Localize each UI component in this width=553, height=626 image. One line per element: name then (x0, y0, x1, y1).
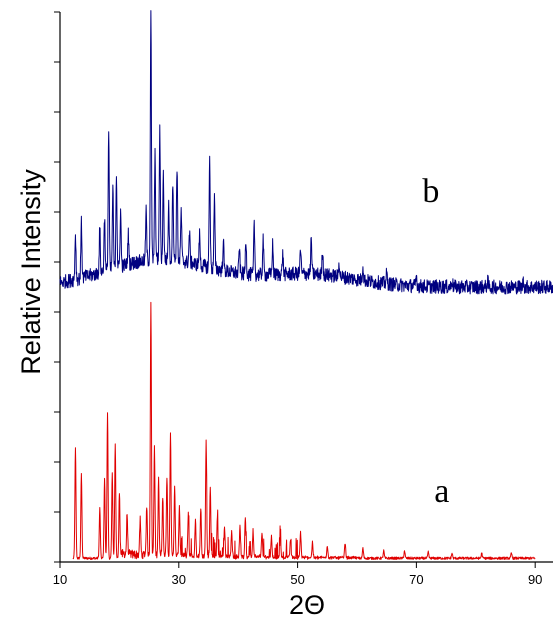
series-layer (59, 10, 553, 560)
x-axis-ticks: 10 30 50 70 90 (53, 562, 542, 587)
x-tick-label: 50 (290, 572, 304, 587)
trace-label-b: b (422, 173, 439, 210)
x-tick-label: 30 (172, 572, 186, 587)
x-axis-title: 2Θ (289, 590, 325, 620)
trace-label-a: a (434, 473, 449, 510)
y-axis-ticks (54, 11, 60, 563)
series-trace-b (59, 10, 553, 295)
series-labels: ab (422, 173, 449, 510)
x-tick-label: 90 (528, 572, 542, 587)
x-tick-label: 10 (53, 572, 67, 587)
series-trace-a (72, 301, 536, 560)
x-tick-label: 70 (409, 572, 423, 587)
y-axis-title: Relative Intensity (16, 169, 46, 375)
